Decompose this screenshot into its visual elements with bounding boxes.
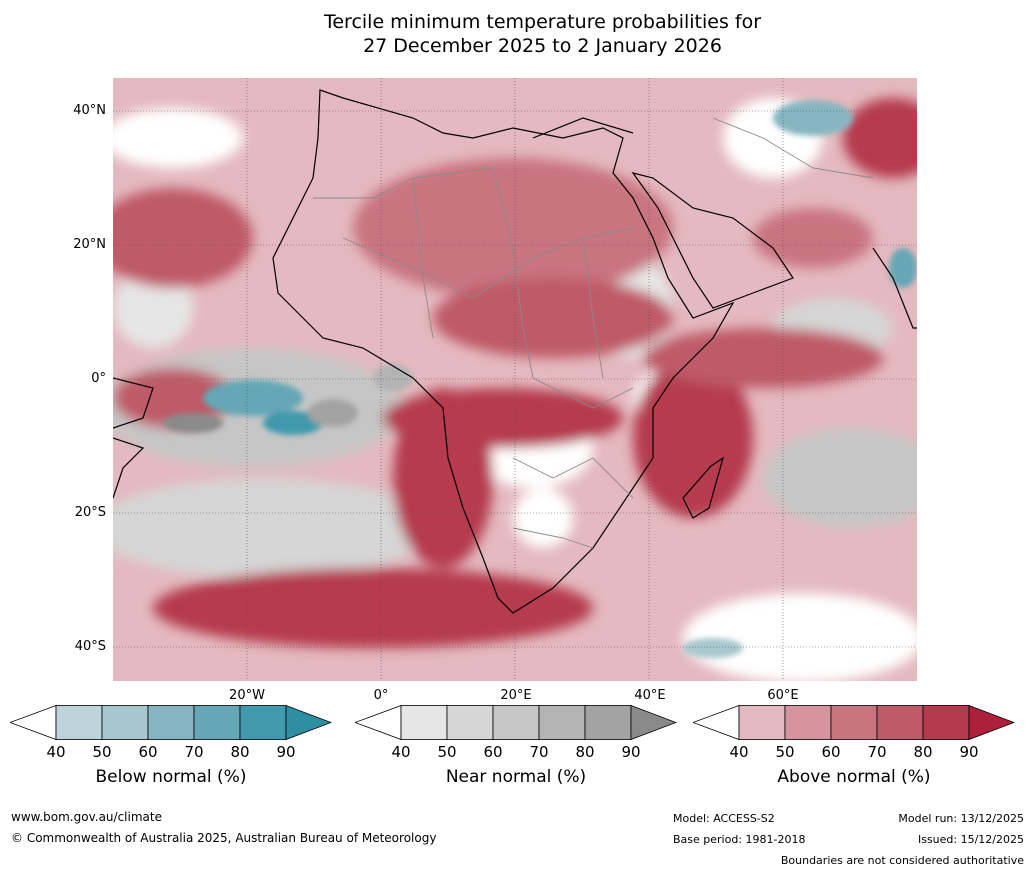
colorbar-segment bbox=[400, 705, 448, 740]
lat-label-40n: 40°N bbox=[73, 103, 106, 118]
colorbar-segment bbox=[968, 705, 1015, 741]
lat-label-20n: 20°N bbox=[73, 237, 106, 252]
colorbar-segment bbox=[538, 705, 586, 740]
colorbar-tick-label: 40 bbox=[729, 743, 749, 761]
colorbar-segment bbox=[239, 705, 287, 740]
title-line-2: 27 December 2025 to 2 January 2026 bbox=[363, 35, 722, 57]
lon-label-0: 0° bbox=[373, 688, 389, 703]
graticule bbox=[113, 78, 917, 681]
colorbar-tick-label: 90 bbox=[621, 743, 641, 761]
lon-label-20w: 20°W bbox=[229, 688, 265, 703]
colorbar-segment bbox=[784, 705, 832, 740]
website-link[interactable]: www.bom.gov.au/climate bbox=[11, 810, 162, 824]
colorbar-tick-label: 50 bbox=[437, 743, 457, 761]
colorbar-segment bbox=[630, 705, 677, 741]
lat-label-equator: 0° bbox=[91, 371, 106, 386]
colorbar-below-normal bbox=[10, 705, 332, 741]
colorbar-tick-label: 50 bbox=[775, 743, 795, 761]
colorbar-tick-label: 60 bbox=[138, 743, 158, 761]
lon-label-20e: 20°E bbox=[500, 688, 532, 703]
colorbar-tick-label: 40 bbox=[46, 743, 66, 761]
country-borders bbox=[313, 117, 874, 549]
colorbar-tick-label: 70 bbox=[529, 743, 549, 761]
colorbar-segment bbox=[693, 705, 740, 741]
colorbar-above-normal bbox=[693, 705, 1015, 741]
colorbar-segment bbox=[492, 705, 540, 740]
colorbar-tick-label: 60 bbox=[821, 743, 841, 761]
colorbar-segment bbox=[830, 705, 878, 740]
lon-label-60e: 60°E bbox=[767, 688, 799, 703]
colorbar-segment bbox=[147, 705, 195, 740]
colorbar-segment bbox=[355, 705, 402, 741]
colorbar-near-normal bbox=[355, 705, 677, 741]
legend-label-below-normal: Below normal (%) bbox=[95, 767, 247, 787]
colorbar-tick-label: 90 bbox=[276, 743, 296, 761]
coastline bbox=[113, 89, 917, 614]
colorbar-tick-label: 80 bbox=[913, 743, 933, 761]
colorbar-segment bbox=[876, 705, 924, 740]
colorbar-segment bbox=[10, 705, 57, 741]
colorbar-tick-label: 90 bbox=[959, 743, 979, 761]
model-run-date: Model run: 13/12/2025 bbox=[898, 812, 1024, 825]
lat-label-20s: 20°S bbox=[74, 505, 106, 520]
legend-label-near-normal: Near normal (%) bbox=[445, 767, 587, 787]
colorbar-tick-label: 70 bbox=[184, 743, 204, 761]
colorbar-segment bbox=[446, 705, 494, 740]
colorbar-segment bbox=[738, 705, 786, 740]
colorbar-tick-label: 40 bbox=[391, 743, 411, 761]
boundary-disclaimer: Boundaries are not considered authoritat… bbox=[780, 854, 1024, 867]
legend-label-above-normal: Above normal (%) bbox=[777, 767, 931, 787]
colorbar-segment bbox=[584, 705, 632, 740]
map-title: Tercile minimum temperature probabilitie… bbox=[0, 10, 1035, 58]
colorbar-tick-label: 60 bbox=[483, 743, 503, 761]
copyright-text: © Commonwealth of Australia 2025, Austra… bbox=[11, 831, 437, 845]
colorbar-segment bbox=[55, 705, 103, 740]
colorbar-segment bbox=[101, 705, 149, 740]
lat-label-40s: 40°S bbox=[74, 639, 106, 654]
model-name: Model: ACCESS-S2 bbox=[673, 812, 775, 825]
probability-map bbox=[113, 78, 917, 681]
colorbar-segment bbox=[285, 705, 332, 741]
probability-field bbox=[113, 78, 917, 681]
colorbar-tick-label: 80 bbox=[575, 743, 595, 761]
colorbar-tick-label: 80 bbox=[230, 743, 250, 761]
colorbar-tick-label: 70 bbox=[867, 743, 887, 761]
colorbar-tick-label: 50 bbox=[92, 743, 112, 761]
colorbar-segment bbox=[193, 705, 241, 740]
title-line-1: Tercile minimum temperature probabilitie… bbox=[323, 11, 762, 33]
lon-label-40e: 40°E bbox=[634, 688, 666, 703]
base-period: Base period: 1981-2018 bbox=[673, 833, 806, 846]
issued-date: Issued: 15/12/2025 bbox=[917, 833, 1024, 846]
colorbar-segment bbox=[922, 705, 970, 740]
